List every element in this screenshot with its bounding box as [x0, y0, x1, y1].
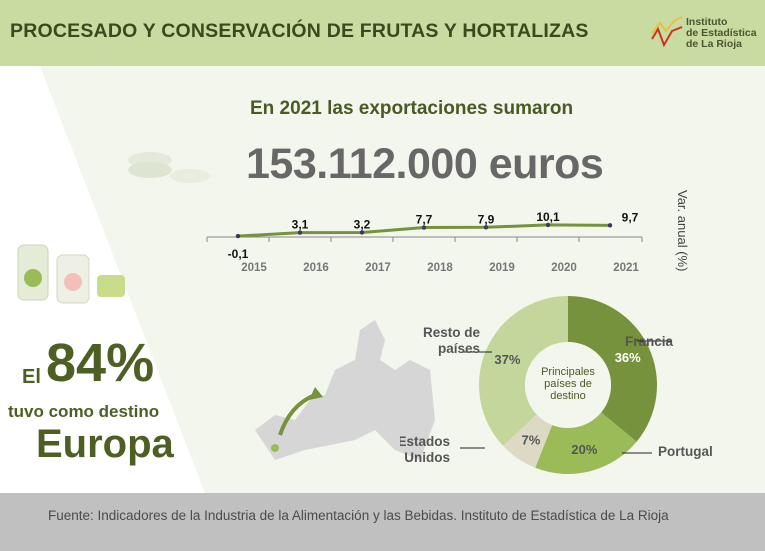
slice-value-label: 7%	[522, 433, 541, 448]
subtitle: En 2021 las exportaciones sumaron	[250, 98, 574, 119]
footer	[0, 493, 765, 551]
europe-destination: Europa	[36, 422, 174, 466]
slice-name-label: Resto de países	[423, 325, 481, 356]
data-label: 10,1	[536, 210, 560, 224]
europe-map	[255, 320, 435, 460]
x-tick-label: 2019	[489, 262, 515, 274]
data-point	[359, 230, 365, 235]
source-note: Fuente: Indicadores de la Industria de l…	[48, 508, 669, 523]
slice-value-label: 37%	[494, 352, 520, 367]
slice-value-label: 36%	[615, 350, 641, 365]
y-axis-label: Var. anual (%)	[675, 190, 690, 272]
data-label: 3,2	[354, 217, 371, 231]
donut-chart: 36%Francia 20% Portugal 7% Estados Unidos 37% R…	[400, 296, 713, 474]
data-point	[235, 233, 241, 239]
slice-value-label: 20%	[571, 442, 597, 457]
europe-percent: 84%	[46, 333, 155, 393]
data-point	[421, 225, 427, 230]
page-title: PROCESADO Y CONSERVACIÓN DE FRUTAS Y HOR…	[10, 20, 589, 42]
slice-name-label: Francia	[625, 334, 674, 349]
logo-line: Instituto	[686, 16, 728, 28]
donut-slice	[503, 414, 553, 468]
data-point	[607, 223, 613, 228]
donut-hole	[525, 342, 611, 428]
x-tick-label: 2018	[427, 262, 453, 274]
header	[0, 0, 765, 66]
data-label: 9,7	[622, 210, 639, 224]
x-tick-label: 2020	[551, 262, 577, 274]
total-exports: 153.112.000 euros	[246, 140, 604, 188]
data-label: 7,9	[478, 212, 495, 226]
slice-name-label: Estados Unidos	[400, 434, 450, 465]
data-label: 3,1	[292, 218, 309, 232]
donut-slice	[479, 296, 568, 446]
x-tick-label: 2021	[613, 262, 639, 274]
donut-slice	[535, 412, 637, 474]
data-point	[545, 222, 551, 228]
x-tick-label: 2016	[303, 262, 329, 274]
coins-icon	[128, 152, 210, 183]
data-label: 7,7	[416, 213, 433, 227]
donut-center-label: Principales países de destino	[541, 366, 595, 402]
data-point	[297, 230, 303, 235]
logo-line: de La Rioja	[686, 38, 743, 50]
logo-icon	[651, 16, 683, 47]
logo-text: Instituto de Estadística de La Rioja	[686, 17, 757, 50]
logo-line: de Estadística	[686, 27, 757, 39]
jars-icon	[17, 244, 125, 304]
data-point	[483, 225, 489, 230]
x-tick-label: 2017	[365, 262, 391, 274]
x-tick-label: 2015	[241, 262, 267, 274]
donut-slice	[568, 296, 657, 442]
europe-prefix: El	[22, 366, 41, 388]
slice-name-label: Portugal	[658, 444, 713, 459]
europe-text: tuvo como destino	[8, 402, 160, 421]
data-label: -0,1	[228, 247, 249, 261]
